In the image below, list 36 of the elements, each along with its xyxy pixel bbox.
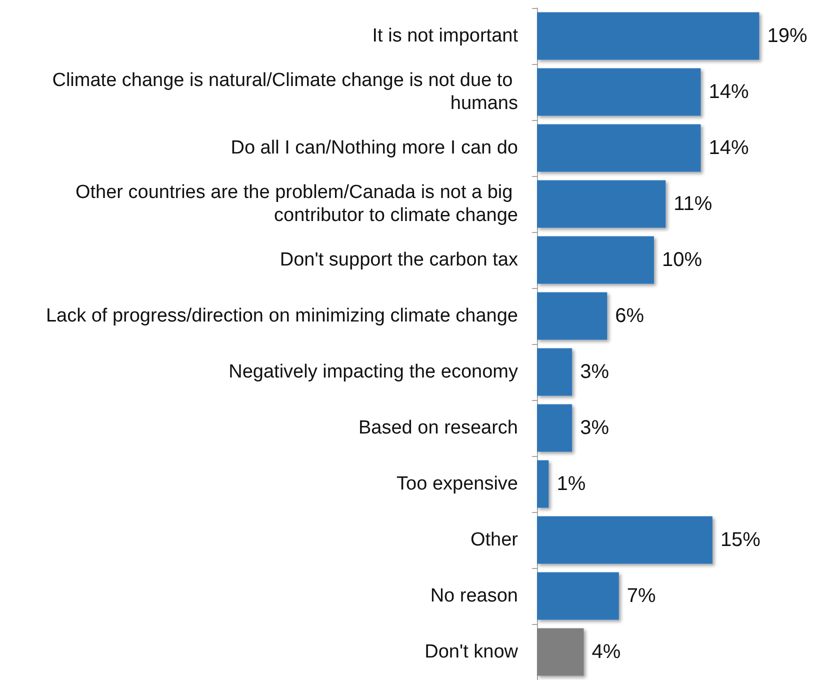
bar: [537, 236, 654, 284]
bar: [537, 460, 549, 508]
y-tick-label: Other countries are the problem/Canada is not a big contributor to climate change: [75, 182, 518, 226]
data-label: 7%: [626, 585, 656, 607]
y-tick-label: Do all I can/Nothing more I can do: [230, 138, 518, 158]
data-label: 4%: [592, 641, 621, 663]
data-label: 1%: [556, 473, 586, 495]
y-tick-label: Negatively impacting the economy: [228, 362, 518, 382]
y-tick-label: Other: [470, 530, 519, 550]
bar: [537, 572, 619, 620]
data-label: 11%: [674, 193, 712, 215]
y-tick-label: Climate change is natural/Climate change is not due to humans: [52, 70, 518, 114]
bar: [537, 628, 584, 676]
y-tick-label: Don't know: [424, 642, 518, 662]
bar: [537, 12, 760, 60]
y-tick-label: It is not important: [372, 26, 519, 46]
y-tick-label: Don't support the carbon tax: [280, 250, 518, 270]
data-label: 6%: [615, 305, 644, 327]
data-label: 14%: [708, 137, 749, 159]
bar: [537, 348, 572, 396]
y-tick-label: Lack of progress/direction on minimizing climate change: [46, 306, 518, 326]
bar: [537, 404, 572, 452]
bar: [537, 516, 712, 564]
y-tick-label: No reason: [430, 586, 518, 606]
data-label: 3%: [580, 361, 610, 383]
data-label: 3%: [580, 417, 610, 439]
data-label: 19%: [767, 25, 808, 47]
bar: [537, 68, 701, 116]
data-label: 14%: [708, 81, 749, 103]
data-label: 15%: [720, 529, 761, 551]
y-tick-label: Too expensive: [396, 474, 518, 494]
data-label: 10%: [662, 249, 702, 271]
y-tick-label: Based on research: [358, 418, 518, 438]
bar: [537, 292, 608, 340]
bar: [537, 180, 666, 228]
bar: [537, 124, 701, 172]
